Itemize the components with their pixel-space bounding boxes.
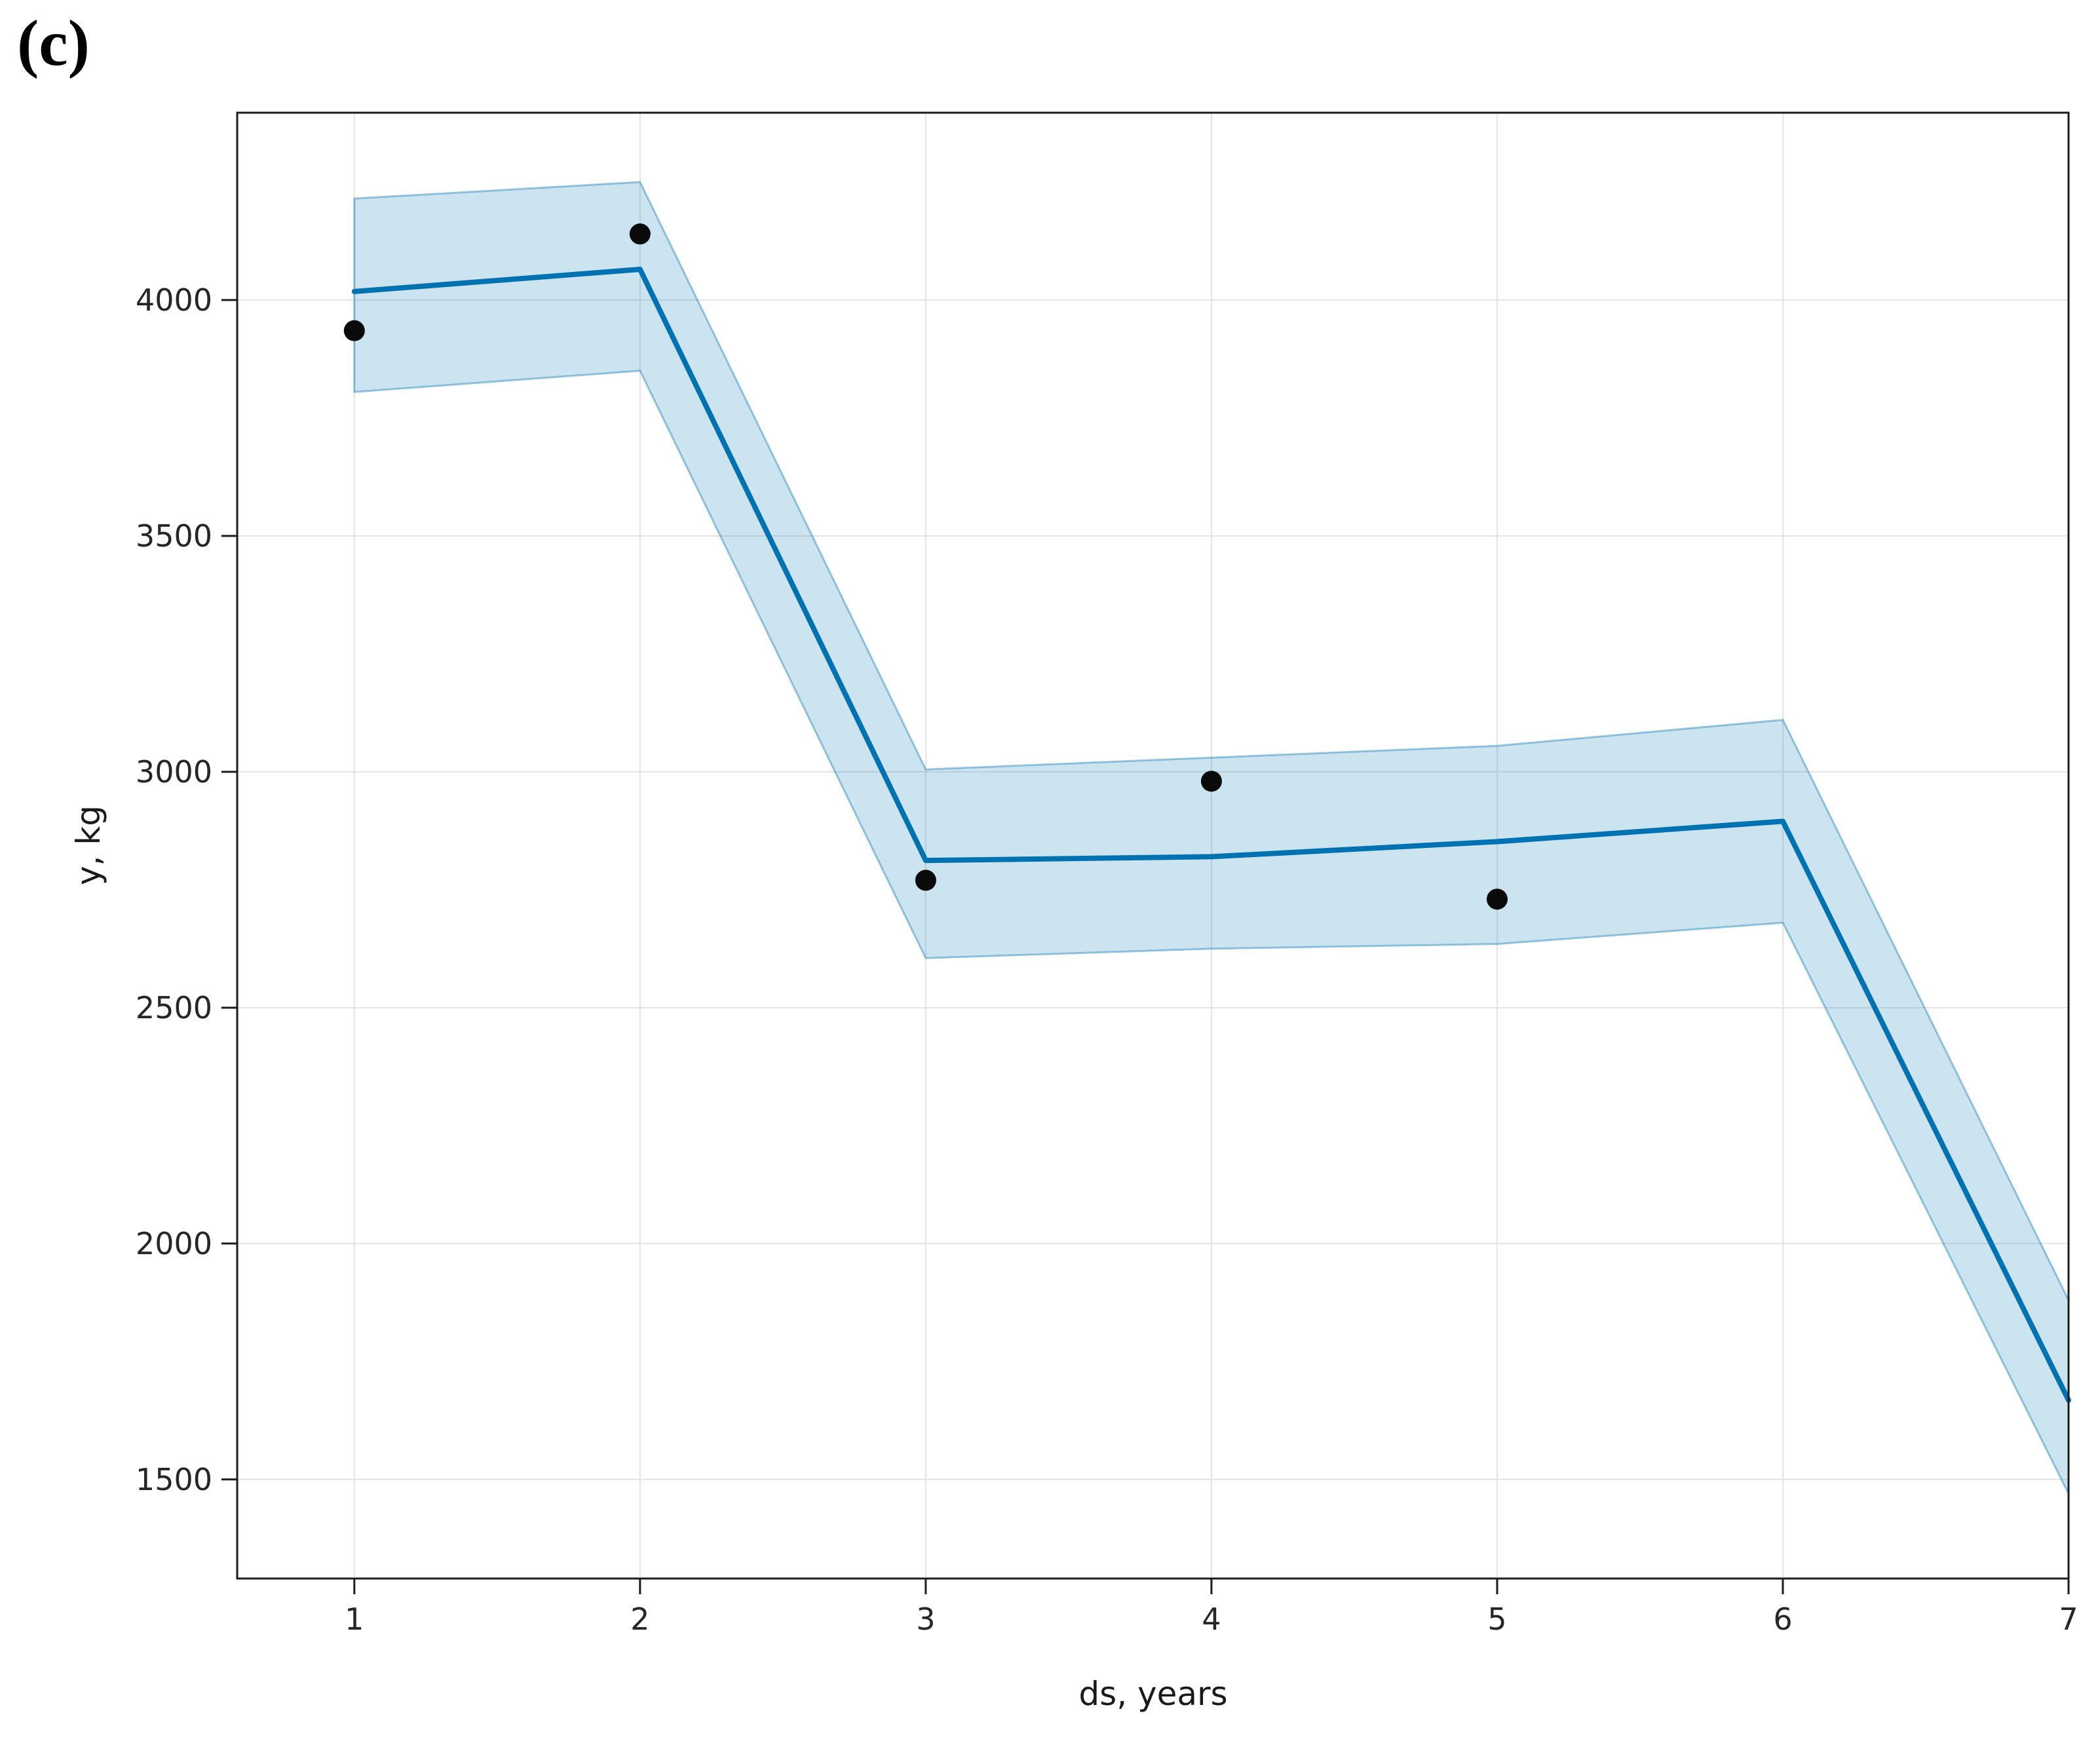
figure-label: (c) xyxy=(17,7,90,79)
x-tick-label: 2 xyxy=(630,1601,649,1637)
forecast-line xyxy=(351,267,2071,1403)
x-tick-label: 1 xyxy=(345,1601,364,1637)
observed-point xyxy=(343,320,365,341)
y-tick-label: 2000 xyxy=(136,1226,212,1261)
x-tick-label: 6 xyxy=(1773,1601,1792,1637)
observed-point xyxy=(629,223,651,245)
observed-point xyxy=(1200,771,1222,792)
observed-point xyxy=(1486,889,1508,910)
y-tick-label: 2500 xyxy=(136,990,212,1025)
observed-point xyxy=(915,870,936,891)
y-tick-label: 3000 xyxy=(136,754,212,790)
x-tick-label: 7 xyxy=(2059,1601,2078,1637)
y-tick-label: 1500 xyxy=(136,1462,212,1497)
plot-border xyxy=(236,111,2070,1580)
y-tick-label: 3500 xyxy=(136,518,212,554)
x-axis-title: ds, years xyxy=(1079,1675,1228,1713)
y-tick-label: 4000 xyxy=(136,282,212,318)
x-tick-label: 4 xyxy=(1202,1601,1221,1637)
x-tick-label: 3 xyxy=(916,1601,935,1637)
x-tick-label: 5 xyxy=(1487,1601,1506,1637)
